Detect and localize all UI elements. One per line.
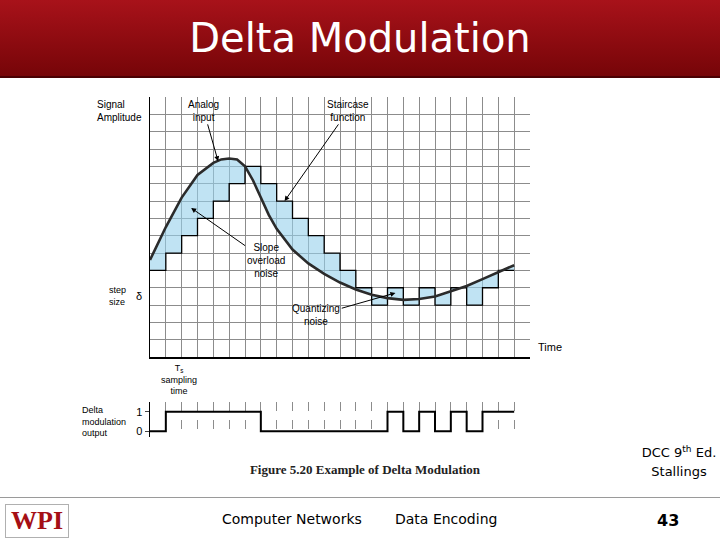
svg-text:Staircasefunction: Staircasefunction: [327, 99, 369, 123]
svg-text:Quantizingnoise: Quantizingnoise: [292, 303, 340, 327]
svg-text:Slopeoverloadnoise: Slopeoverloadnoise: [247, 242, 285, 279]
svg-text:SignalAmplitude: SignalAmplitude: [97, 99, 142, 123]
html-text:43: 43: [657, 511, 680, 530]
html-text:Data Encoding: Data Encoding: [395, 511, 498, 527]
svg-text:stepsize: stepsize: [109, 285, 126, 307]
svg-text:0: 0: [136, 425, 142, 437]
svg-text:1: 1: [136, 406, 142, 418]
svg-text:Time: Time: [538, 341, 562, 353]
svg-text:Deltamodulationoutput: Deltamodulationoutput: [82, 405, 126, 438]
html-text:Stallings: Stallings: [651, 464, 707, 480]
svg-text:T​s​samplingtime: T​s​samplingtime: [161, 363, 197, 396]
html-text:DCC 9thEd.: DCC 9thEd.: [641, 444, 717, 461]
html-text:WPI: WPI: [11, 506, 63, 535]
html-text:Figure 5.20 Example of Delta M: Figure 5.20 Example of Delta Modulation: [249, 462, 481, 477]
svg-text:Analoginput: Analoginput: [188, 99, 219, 123]
html-text:Delta Modulation: Delta Modulation: [189, 15, 531, 61]
svg-text:δ: δ: [136, 290, 142, 302]
html-text:Computer Networks: Computer Networks: [222, 511, 362, 527]
